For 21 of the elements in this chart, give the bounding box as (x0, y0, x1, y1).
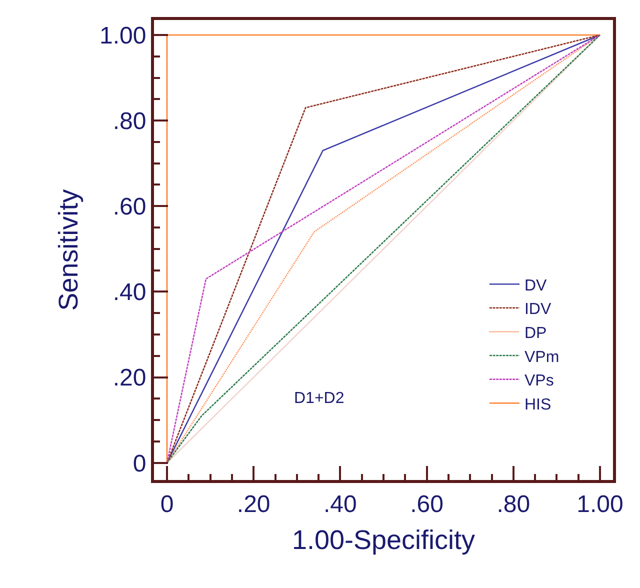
legend-label: IDV (524, 301, 552, 318)
x-tick-label: 1.00 (576, 490, 624, 518)
x-tick-label: .80 (496, 490, 530, 518)
legend-label: DP (524, 324, 547, 342)
y-tick-label: .40 (112, 279, 146, 306)
y-axis-title: Sensitivity (54, 188, 84, 311)
legend-label: VPs (524, 372, 554, 390)
legend-label: VPm (524, 348, 560, 366)
x-tick-label: .40 (324, 490, 357, 518)
legend-label: HIS (524, 396, 552, 414)
x-axis-title: 1.00-Specificity (292, 525, 476, 556)
x-tick-label: .20 (236, 490, 270, 518)
annotation: D1+D2 (294, 390, 344, 407)
y-tick-label: .60 (112, 194, 146, 221)
y-tick-label: .80 (112, 108, 146, 135)
y-tick-label: 0 (132, 450, 146, 478)
y-tick-label: 1.00 (99, 22, 146, 50)
y-tick-label: .20 (112, 364, 146, 392)
x-tick-label: .60 (410, 490, 444, 518)
legend-label: DV (524, 277, 548, 294)
x-tick-label: 0 (160, 490, 174, 518)
